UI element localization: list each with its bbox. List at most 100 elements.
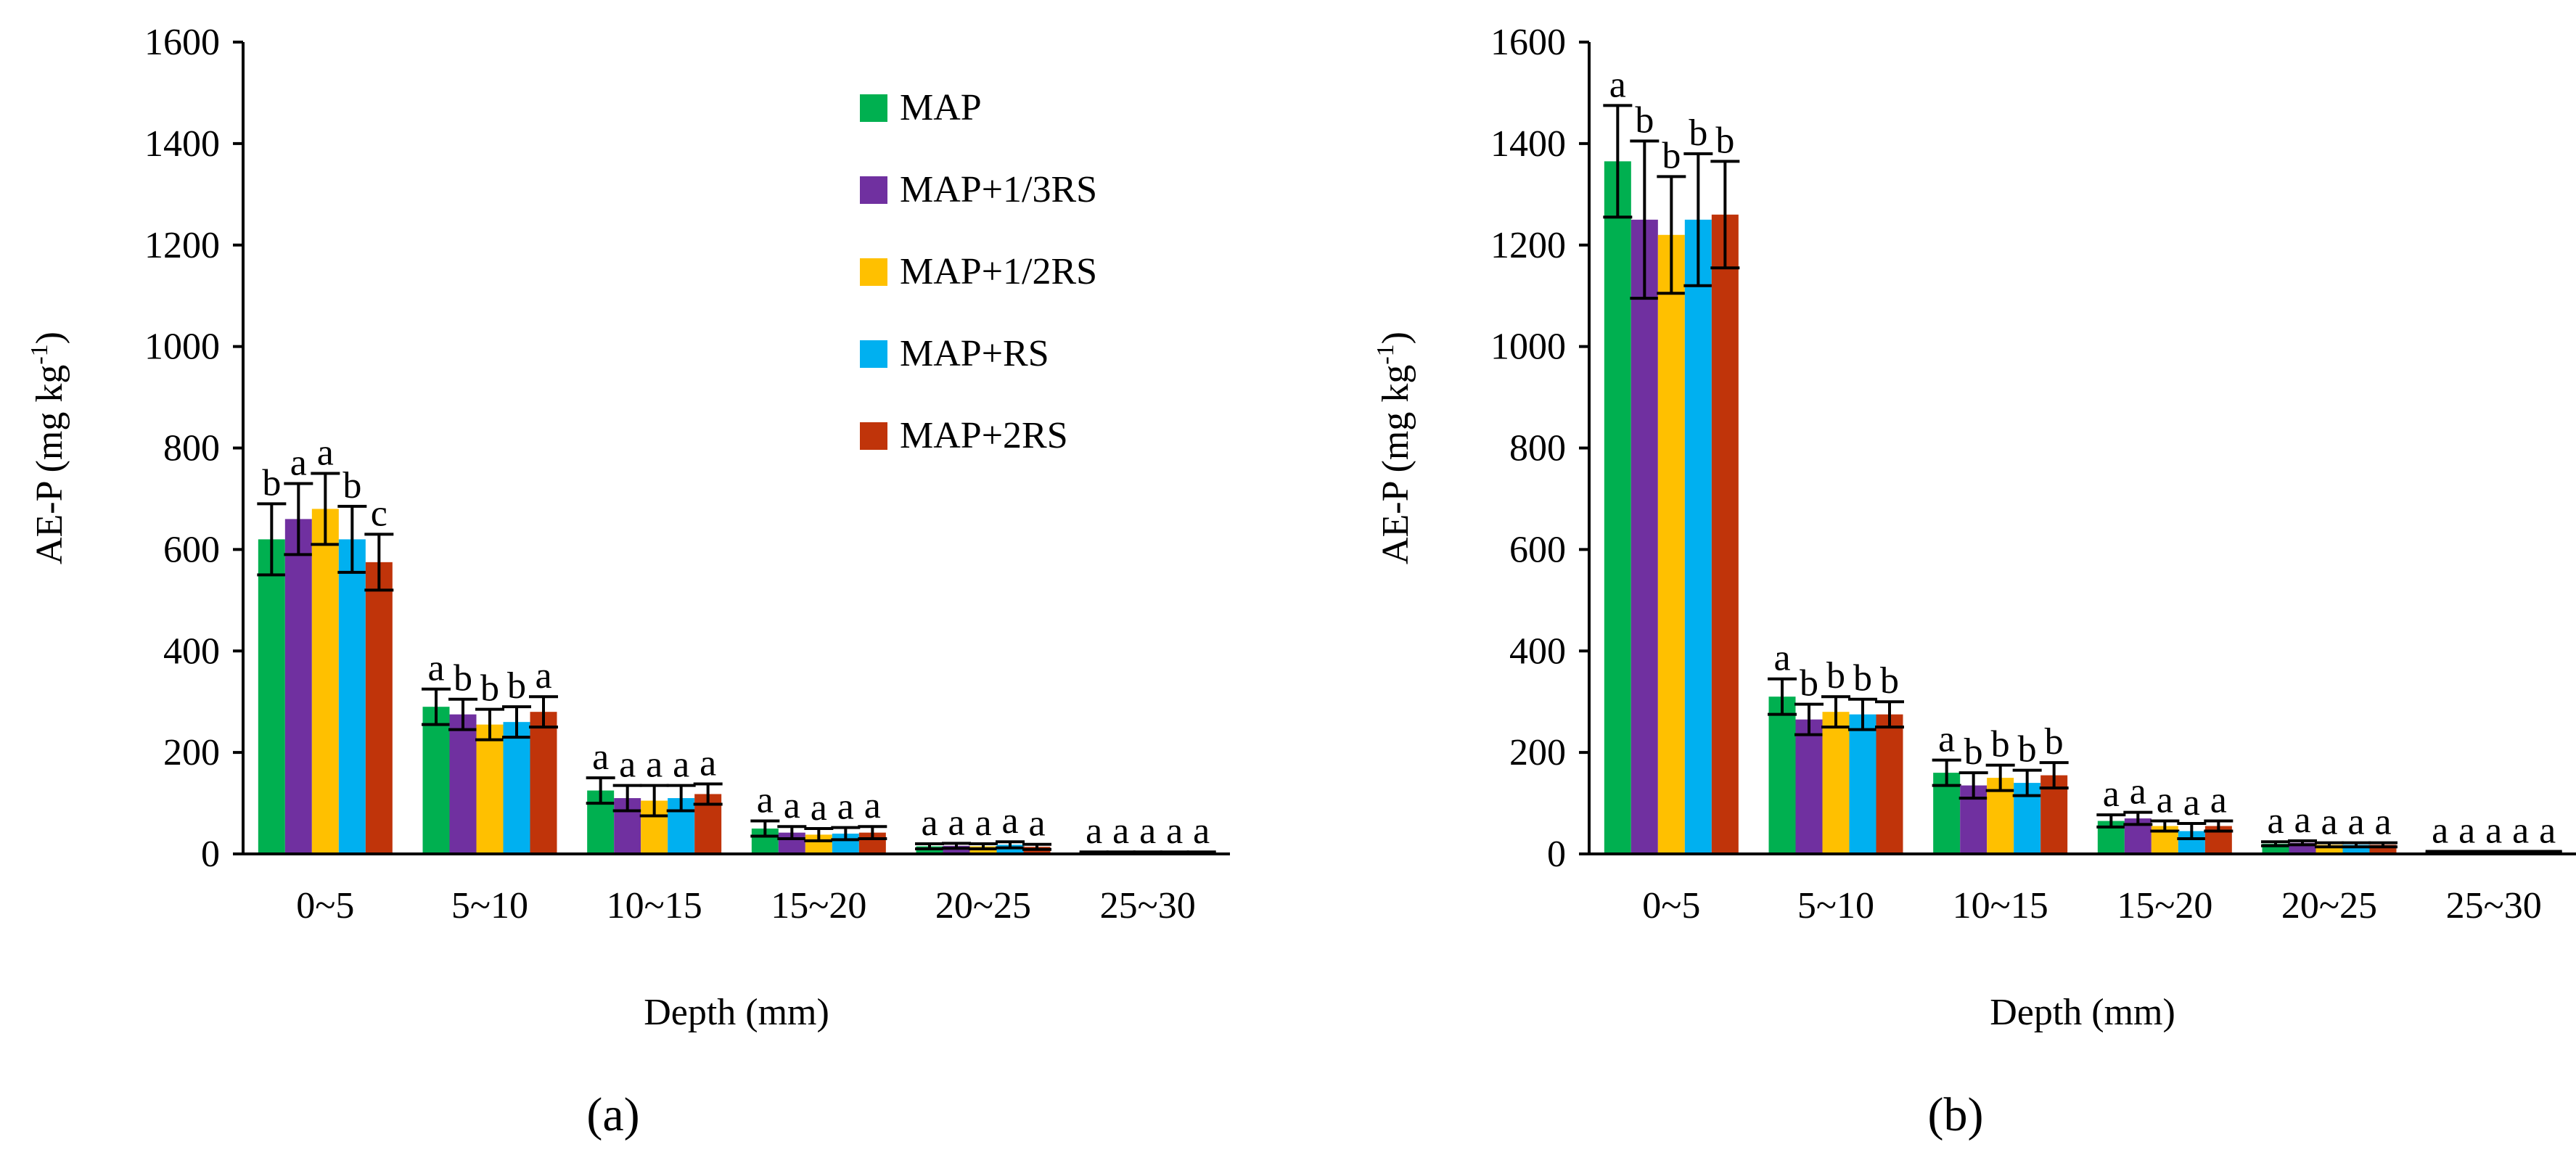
significance-letter: a: [811, 787, 827, 829]
significance-letter: a: [1112, 810, 1129, 852]
y-tick-label: 200: [163, 732, 220, 773]
y-tick-label: 800: [1509, 428, 1566, 469]
significance-letter: a: [2485, 810, 2502, 852]
significance-letter: a: [2267, 800, 2284, 842]
bar: [449, 714, 477, 854]
x-axis-title: Depth (mm): [644, 992, 829, 1033]
significance-letter: a: [1166, 810, 1183, 852]
y-axis-title-main: AE-P (mg kg: [29, 365, 70, 564]
significance-letter: a: [2103, 773, 2120, 815]
significance-letter: a: [2183, 782, 2200, 823]
legend-swatch: [860, 176, 887, 204]
y-tick-label: 600: [1509, 529, 1566, 570]
x-tick-label: 15~20: [771, 885, 866, 926]
legend-swatch: [860, 258, 887, 286]
significance-letter: b: [1853, 658, 1872, 699]
significance-letter: a: [921, 802, 938, 844]
significance-letter: a: [2130, 771, 2146, 813]
y-axis-title-sup: -1: [1372, 344, 1399, 364]
legend-swatch: [860, 340, 887, 368]
significance-letter: b: [1964, 731, 1983, 773]
bar: [1657, 234, 1685, 854]
significance-letter: a: [2347, 802, 2364, 843]
significance-letter: a: [1938, 719, 1955, 760]
y-tick-label: 800: [163, 428, 220, 469]
significance-letter: a: [1001, 800, 1018, 842]
significance-letter: a: [2210, 780, 2227, 821]
bar: [258, 539, 285, 854]
legend-swatch: [860, 422, 887, 450]
legend-label: MAP+RS: [900, 333, 1049, 374]
significance-letter: a: [2512, 810, 2529, 852]
y-tick-label: 1200: [1490, 225, 1566, 266]
legend-label: MAP+2RS: [900, 415, 1068, 456]
y-tick-label: 1600: [144, 22, 220, 63]
significance-letter: b: [2018, 729, 2037, 770]
bar: [284, 519, 312, 854]
significance-letter: a: [2157, 780, 2173, 821]
x-tick-label: 20~25: [935, 885, 1031, 926]
legend-label: MAP: [900, 87, 982, 128]
significance-letter: a: [1773, 638, 1790, 679]
y-tick-label: 1000: [144, 326, 220, 368]
y-tick-label: 1200: [144, 225, 220, 266]
y-tick-label: 1000: [1490, 326, 1566, 368]
x-tick-label: 20~25: [2281, 885, 2377, 926]
x-tick-label: 10~15: [607, 885, 702, 926]
y-axis-title-sup: -1: [26, 344, 53, 364]
significance-letter: b: [1991, 724, 2010, 765]
significance-letter: b: [1662, 135, 1681, 176]
x-tick-label: 0~5: [296, 885, 354, 926]
legend-label: MAP+1/2RS: [900, 251, 1097, 292]
y-axis-title-main: AE-P (mg kg: [1375, 365, 1416, 564]
y-tick-label: 1600: [1490, 22, 1566, 63]
significance-letter: a: [673, 744, 689, 786]
significance-letter: a: [619, 744, 636, 786]
significance-letter: a: [837, 786, 854, 828]
significance-letter: a: [975, 802, 991, 844]
y-axis-title: AE-P (mg kg-1): [26, 332, 70, 564]
significance-letter: a: [784, 785, 800, 826]
y-axis-title: AE-P (mg kg-1): [1372, 332, 1416, 564]
x-tick-label: 15~20: [2117, 885, 2212, 926]
bar: [1684, 219, 1712, 854]
significance-letter: a: [290, 442, 307, 483]
significance-letter: b: [1715, 120, 1734, 161]
x-tick-label: 25~30: [1100, 885, 1196, 926]
bar: [1822, 712, 1850, 854]
legend-swatch: [860, 94, 887, 122]
significance-letter: a: [948, 802, 964, 843]
x-tick-label: 5~10: [1797, 885, 1874, 926]
significance-letter: a: [1193, 810, 1210, 852]
significance-letter: b: [507, 665, 526, 707]
significance-letter: a: [2321, 802, 2337, 843]
significance-letter: b: [1880, 660, 1899, 702]
significance-letter: b: [342, 465, 361, 506]
significance-letter: a: [700, 742, 716, 784]
bar: [365, 562, 393, 854]
bar: [338, 539, 366, 854]
x-tick-label: 25~30: [2446, 885, 2542, 926]
y-tick-label: 1400: [1490, 123, 1566, 165]
bar: [422, 707, 450, 854]
significance-letter: b: [1689, 112, 1707, 154]
y-tick-label: 0: [201, 834, 220, 875]
y-tick-label: 200: [1509, 732, 1566, 773]
significance-letter: a: [757, 780, 774, 821]
significance-letter: b: [262, 462, 281, 504]
significance-letter: a: [646, 744, 663, 786]
significance-letter: a: [1139, 810, 1156, 852]
bar: [1876, 714, 1903, 854]
bar: [1795, 719, 1823, 854]
significance-letter: a: [2294, 800, 2310, 841]
significance-letter: a: [1609, 64, 1626, 105]
bar: [1630, 219, 1658, 854]
legend: MAP MAP+1/3RS MAP+1/2RS MAP+RS MAP+2RS: [860, 87, 1097, 456]
panel-label: (b): [1928, 1088, 1984, 1141]
significance-letter: a: [535, 655, 551, 696]
y-tick-label: 1400: [144, 123, 220, 165]
significance-letter: a: [317, 432, 334, 473]
significance-letter: a: [427, 648, 444, 689]
y-axis-title-close: ): [29, 332, 70, 344]
